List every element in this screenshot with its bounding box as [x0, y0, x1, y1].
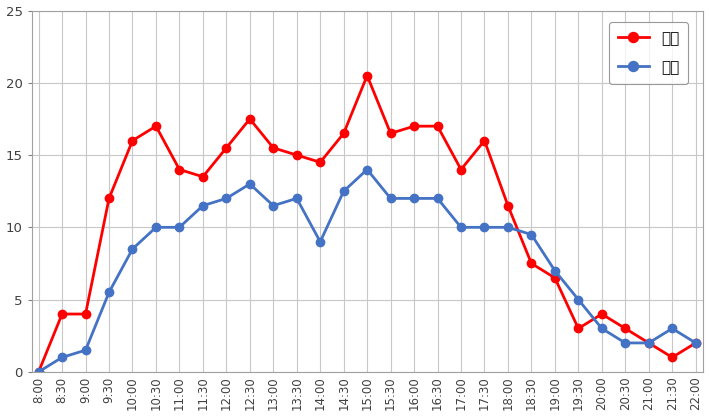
平日 — [644, 340, 653, 345]
平日 — [363, 167, 372, 172]
Legend: 休日, 平日: 休日, 平日 — [609, 22, 688, 84]
平日 — [222, 196, 230, 201]
休日 — [668, 355, 676, 360]
平日 — [199, 203, 207, 208]
休日 — [293, 153, 301, 158]
休日 — [644, 340, 653, 345]
平日 — [433, 196, 442, 201]
平日 — [34, 369, 43, 374]
休日 — [34, 369, 43, 374]
休日 — [551, 275, 559, 280]
平日 — [598, 326, 606, 331]
休日 — [316, 160, 325, 165]
休日 — [152, 124, 160, 129]
平日 — [668, 326, 676, 331]
平日 — [503, 225, 512, 230]
平日 — [128, 247, 137, 252]
Line: 休日: 休日 — [35, 72, 700, 376]
休日 — [363, 73, 372, 78]
Line: 平日: 平日 — [35, 165, 700, 376]
休日 — [410, 124, 418, 129]
平日 — [82, 348, 90, 353]
平日 — [293, 196, 301, 201]
平日 — [386, 196, 395, 201]
休日 — [433, 124, 442, 129]
平日 — [269, 203, 277, 208]
休日 — [222, 145, 230, 150]
休日 — [386, 131, 395, 136]
平日 — [410, 196, 418, 201]
平日 — [527, 232, 536, 237]
平日 — [152, 225, 160, 230]
平日 — [340, 189, 348, 194]
休日 — [340, 131, 348, 136]
休日 — [527, 261, 536, 266]
休日 — [621, 326, 630, 331]
休日 — [199, 174, 207, 179]
平日 — [316, 239, 325, 244]
平日 — [621, 340, 630, 345]
平日 — [245, 181, 254, 186]
休日 — [128, 138, 137, 143]
休日 — [58, 312, 67, 317]
平日 — [480, 225, 489, 230]
休日 — [598, 312, 606, 317]
休日 — [574, 326, 583, 331]
平日 — [574, 297, 583, 302]
平日 — [105, 290, 113, 295]
平日 — [691, 340, 700, 345]
休日 — [480, 138, 489, 143]
休日 — [457, 167, 465, 172]
平日 — [551, 268, 559, 273]
休日 — [245, 116, 254, 121]
平日 — [457, 225, 465, 230]
休日 — [269, 145, 277, 150]
休日 — [82, 312, 90, 317]
平日 — [175, 225, 184, 230]
休日 — [105, 196, 113, 201]
休日 — [175, 167, 184, 172]
休日 — [503, 203, 512, 208]
平日 — [58, 355, 67, 360]
休日 — [691, 340, 700, 345]
